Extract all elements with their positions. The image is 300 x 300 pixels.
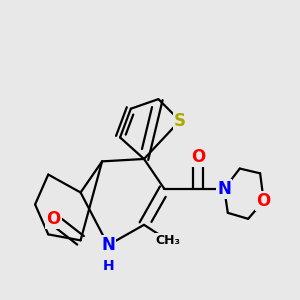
Text: O: O (46, 210, 60, 228)
Text: N: N (217, 180, 231, 198)
Text: N: N (101, 236, 115, 254)
Text: CH₃: CH₃ (155, 234, 181, 247)
Text: O: O (191, 148, 205, 166)
Text: S: S (174, 112, 186, 130)
Text: H: H (102, 259, 114, 273)
Text: O: O (256, 192, 271, 210)
